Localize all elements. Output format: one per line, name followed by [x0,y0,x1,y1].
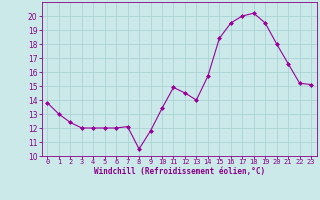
X-axis label: Windchill (Refroidissement éolien,°C): Windchill (Refroidissement éolien,°C) [94,167,265,176]
